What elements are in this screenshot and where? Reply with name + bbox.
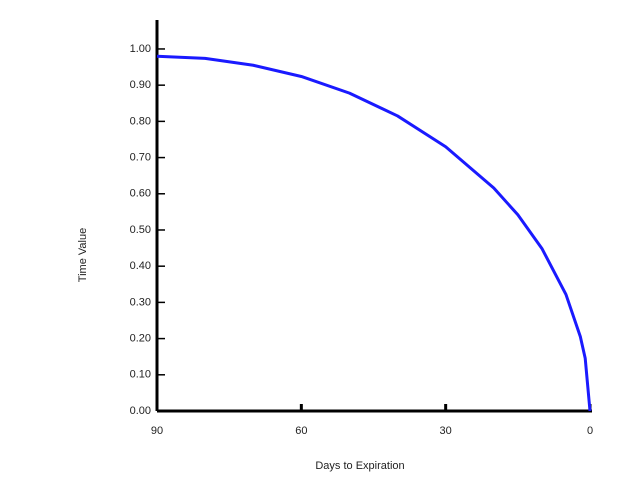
y-tick-label: 0.20 [130, 332, 151, 344]
x-tick-label: 30 [440, 425, 452, 437]
y-tick-label: 0.60 [130, 188, 151, 200]
x-axis-label: Days to Expiration [315, 460, 404, 472]
y-tick-label: 0.80 [130, 115, 151, 127]
y-tick-label: 0.50 [130, 224, 151, 236]
y-tick-label: 0.40 [130, 260, 151, 272]
y-tick-label: 0.70 [130, 151, 151, 163]
x-tick-label: 90 [151, 425, 163, 437]
line-series [156, 54, 592, 412]
y-axis-label: Time Value [77, 228, 89, 282]
x-tick-label: 0 [587, 425, 593, 437]
y-tick-label: 0.90 [130, 79, 151, 91]
y-tick-label: 0.30 [130, 296, 151, 308]
x-tick-label: 60 [295, 425, 307, 437]
y-tick-label: 0.00 [130, 405, 151, 417]
y-tick-label: 1.00 [130, 43, 151, 55]
y-tick-label: 0.10 [130, 369, 151, 381]
